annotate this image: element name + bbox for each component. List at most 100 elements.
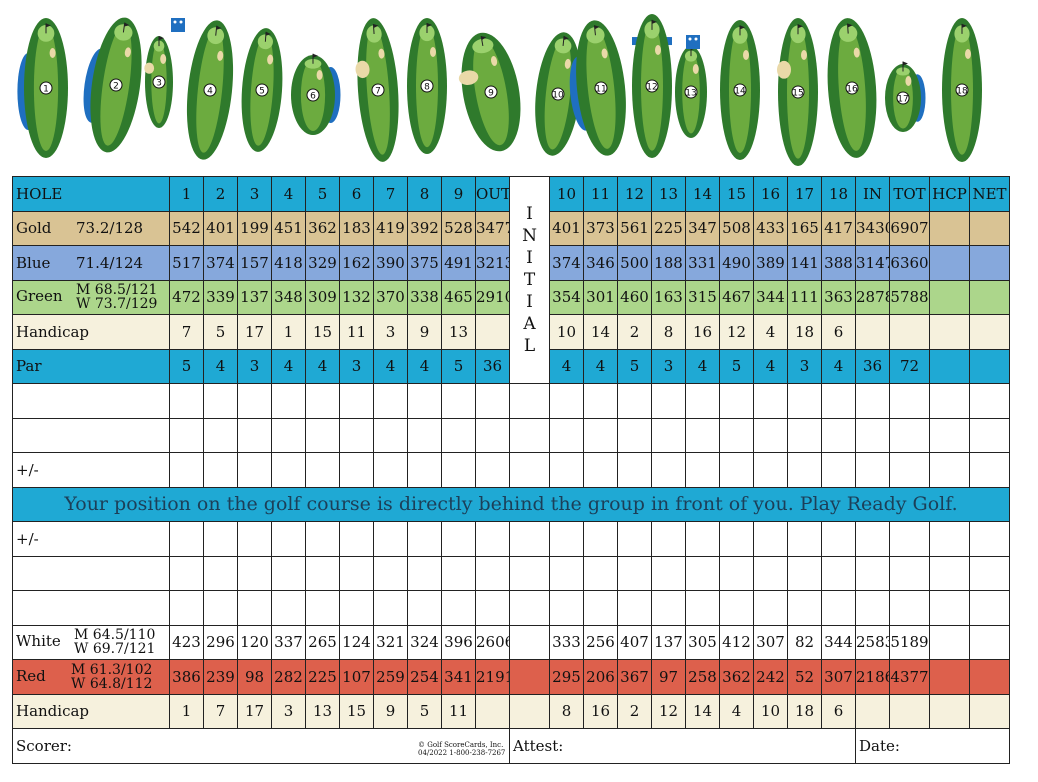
score-cell[interactable]: [441, 417, 476, 453]
score-cell[interactable]: [169, 417, 204, 453]
net-cell[interactable]: [969, 245, 1010, 281]
score-cell[interactable]: [509, 521, 550, 557]
score-cell[interactable]: [719, 417, 754, 453]
score-cell[interactable]: [719, 521, 754, 557]
hcp-cell[interactable]: [929, 624, 970, 660]
score-cell[interactable]: [305, 417, 340, 453]
score-cell[interactable]: [339, 521, 374, 557]
score-cell[interactable]: [753, 555, 788, 591]
score-cell[interactable]: [821, 383, 856, 419]
score-cell[interactable]: [969, 383, 1010, 419]
score-cell[interactable]: [617, 590, 652, 626]
score-cell[interactable]: [617, 452, 652, 488]
score-cell[interactable]: [509, 452, 550, 488]
score-cell[interactable]: [685, 452, 720, 488]
hcp-cell[interactable]: [929, 210, 970, 246]
score-cell[interactable]: [787, 590, 822, 626]
hcp-cell[interactable]: [929, 245, 970, 281]
score-cell[interactable]: [651, 417, 686, 453]
score-cell[interactable]: [969, 417, 1010, 453]
score-cell[interactable]: [929, 452, 970, 488]
score-cell[interactable]: [969, 521, 1010, 557]
net-cell[interactable]: [969, 659, 1010, 695]
score-cell[interactable]: [855, 521, 890, 557]
score-cell[interactable]: [407, 452, 442, 488]
attest-field[interactable]: Attest:: [509, 728, 856, 764]
score-cell[interactable]: [889, 590, 930, 626]
score-cell[interactable]: [929, 417, 970, 453]
score-cell[interactable]: [305, 383, 340, 419]
score-cell[interactable]: [373, 555, 408, 591]
score-cell[interactable]: [549, 417, 584, 453]
score-cell[interactable]: [509, 417, 550, 453]
score-cell[interactable]: [787, 452, 822, 488]
score-cell[interactable]: [855, 555, 890, 591]
score-cell[interactable]: [373, 452, 408, 488]
score-cell[interactable]: [441, 521, 476, 557]
score-cell[interactable]: [583, 383, 618, 419]
score-cell[interactable]: [509, 590, 550, 626]
score-cell[interactable]: [441, 452, 476, 488]
score-cell[interactable]: [651, 521, 686, 557]
score-cell[interactable]: [237, 417, 272, 453]
score-cell[interactable]: [237, 590, 272, 626]
score-cell[interactable]: [685, 555, 720, 591]
score-cell[interactable]: [821, 521, 856, 557]
score-cell[interactable]: [169, 383, 204, 419]
score-cell[interactable]: [821, 452, 856, 488]
score-cell[interactable]: [889, 521, 930, 557]
score-cell[interactable]: [373, 521, 408, 557]
score-cell[interactable]: [169, 590, 204, 626]
score-cell[interactable]: [169, 555, 204, 591]
score-cell[interactable]: [271, 555, 306, 591]
score-cell[interactable]: [475, 452, 510, 488]
score-cell[interactable]: [509, 383, 550, 419]
score-cell[interactable]: [237, 452, 272, 488]
score-cell[interactable]: [651, 383, 686, 419]
score-cell[interactable]: [203, 383, 238, 419]
score-cell[interactable]: [475, 590, 510, 626]
net-cell[interactable]: [969, 210, 1010, 246]
score-cell[interactable]: [237, 383, 272, 419]
score-cell[interactable]: [305, 555, 340, 591]
score-cell[interactable]: [617, 417, 652, 453]
player-name-cell[interactable]: [12, 383, 170, 419]
score-cell[interactable]: [339, 417, 374, 453]
score-cell[interactable]: [549, 521, 584, 557]
score-cell[interactable]: [929, 590, 970, 626]
score-cell[interactable]: [549, 383, 584, 419]
hcp-cell[interactable]: [929, 659, 970, 695]
player-name-cell[interactable]: [12, 417, 170, 453]
score-cell[interactable]: [821, 417, 856, 453]
hcp-cell[interactable]: [929, 279, 970, 315]
score-cell[interactable]: [549, 590, 584, 626]
score-cell[interactable]: [753, 521, 788, 557]
score-cell[interactable]: [719, 452, 754, 488]
score-cell[interactable]: [855, 383, 890, 419]
score-cell[interactable]: [719, 383, 754, 419]
score-cell[interactable]: [203, 555, 238, 591]
score-cell[interactable]: [237, 521, 272, 557]
score-cell[interactable]: [821, 555, 856, 591]
score-cell[interactable]: [583, 417, 618, 453]
score-cell[interactable]: [583, 452, 618, 488]
score-cell[interactable]: [305, 590, 340, 626]
score-cell[interactable]: [753, 590, 788, 626]
score-cell[interactable]: [685, 590, 720, 626]
score-cell[interactable]: [305, 452, 340, 488]
score-cell[interactable]: [373, 590, 408, 626]
score-cell[interactable]: [787, 417, 822, 453]
score-cell[interactable]: [685, 417, 720, 453]
score-cell[interactable]: [203, 417, 238, 453]
score-cell[interactable]: [203, 521, 238, 557]
score-cell[interactable]: [855, 590, 890, 626]
score-cell[interactable]: [787, 383, 822, 419]
score-cell[interactable]: [787, 521, 822, 557]
score-cell[interactable]: [583, 521, 618, 557]
net-cell[interactable]: [969, 279, 1010, 315]
score-cell[interactable]: [549, 555, 584, 591]
score-cell[interactable]: [685, 383, 720, 419]
score-cell[interactable]: [237, 555, 272, 591]
score-cell[interactable]: [549, 452, 584, 488]
score-cell[interactable]: [339, 383, 374, 419]
